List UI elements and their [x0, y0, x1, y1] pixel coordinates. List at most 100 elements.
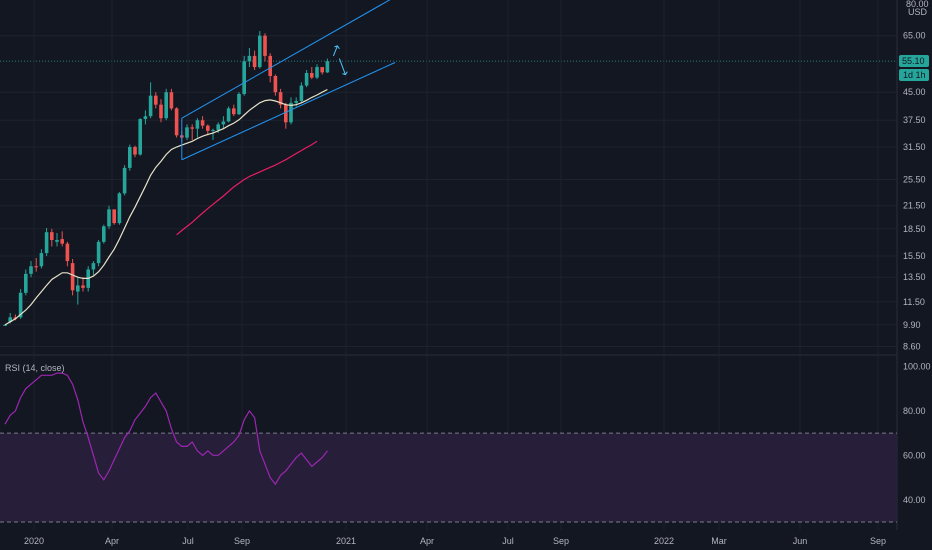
candle-body [128, 147, 132, 168]
candle-body [315, 67, 319, 78]
candle-body [148, 95, 153, 117]
price-badge: 55.10 1d 1h [899, 55, 929, 81]
time-tick-label: Jul [502, 536, 514, 546]
candle-body [8, 317, 12, 322]
candle-body [138, 119, 142, 155]
candle-body [258, 35, 262, 68]
price-badge-bg [899, 55, 929, 67]
candle-body [226, 108, 231, 122]
time-tick-label: 2022 [654, 536, 674, 546]
candle-body [206, 125, 210, 131]
candle-body [55, 240, 59, 242]
candle-body [81, 285, 85, 288]
price-badge-timer-bg [899, 69, 929, 81]
channel-lower-line[interactable] [181, 62, 396, 161]
rsi-line [4, 372, 328, 486]
time-tick-label: Apr [105, 536, 119, 546]
candle-body [185, 127, 189, 138]
price-tick-label: 18.50 [903, 224, 926, 234]
price-tick-label: 13.50 [903, 272, 926, 282]
time-tick-label: Jul [182, 536, 194, 546]
candle-body [284, 104, 288, 123]
candle-body [289, 102, 293, 123]
grid [0, 0, 898, 530]
candle-body [96, 241, 101, 264]
time-tick-label: Sep [234, 536, 250, 546]
candle-body [304, 72, 309, 86]
price-tick-label: 21.50 [903, 201, 926, 211]
time-tick-label: Mar [711, 536, 727, 546]
candle-body [278, 92, 283, 105]
channel-lines [181, 0, 396, 161]
candle-body [107, 209, 111, 227]
candle-body [325, 61, 330, 73]
price-tick-label: 11.50 [903, 297, 925, 307]
price-tick-label: 15.50 [903, 251, 926, 261]
rsi-axis[interactable]: 100.00 80.00 60.00 40.00 [903, 361, 931, 504]
candle-body [242, 61, 246, 94]
candle-body [65, 243, 70, 262]
price-axis[interactable]: 65.00 45.00 37.50 31.50 25.50 21.50 18.50 15.50… [903, 31, 926, 352]
price-tick-label: 25.50 [903, 175, 926, 185]
rsi-tick-label: 80.00 [903, 406, 926, 416]
candle-body [273, 76, 278, 93]
candle-body [252, 55, 257, 68]
channel-upper-line[interactable] [181, 0, 395, 119]
candle-body [133, 147, 137, 155]
time-tick-label: Sep [870, 536, 886, 546]
ma-slow-line [176, 140, 318, 236]
candle-body [174, 108, 179, 136]
time-tick-label: 2021 [336, 536, 356, 546]
candle-body [102, 226, 106, 242]
rsi-tick-label: 60.00 [903, 450, 926, 460]
time-tick-label: Apr [420, 536, 434, 546]
price-tick-label: 65.00 [903, 31, 926, 41]
rsi-tick-label: 100.00 [903, 361, 931, 371]
candle-body [164, 92, 168, 119]
candle-body [237, 93, 241, 115]
candle-body [44, 232, 49, 254]
candle-body [18, 292, 23, 318]
candle-body [159, 104, 163, 119]
candle-body [34, 266, 38, 268]
candle-body [3, 324, 7, 326]
candle-body [299, 85, 304, 102]
candle-body [143, 116, 148, 120]
time-tick-label: 2020 [24, 536, 44, 546]
candle-body [216, 124, 220, 130]
rsi-tick-label: 40.00 [903, 495, 926, 505]
candle-body [232, 108, 236, 115]
candle-body [190, 127, 194, 129]
candle-body [221, 121, 226, 125]
rsi-band [0, 432, 897, 523]
candle-body [122, 167, 127, 194]
time-tick-label: Sep [553, 536, 569, 546]
candle-body [154, 95, 158, 105]
price-tick-label: 45.00 [903, 87, 926, 97]
rsi-band-fill [0, 433, 897, 522]
price-tick-label: 9.90 [903, 320, 921, 330]
candle-body [50, 232, 54, 241]
rsi-title: RSI (14, close) [5, 363, 65, 373]
candle-body [294, 101, 298, 103]
candle-body [29, 266, 33, 274]
corner-top-price: 80.00 [906, 0, 929, 9]
candle-body [39, 253, 44, 267]
price-tick-label: 31.50 [903, 142, 926, 152]
candle-body [211, 129, 215, 131]
candle-body [247, 55, 252, 62]
candle-body [263, 35, 267, 56]
candle-body [117, 193, 122, 224]
candle-body [112, 209, 116, 224]
price-badge-timer: 1d 1h [903, 70, 926, 80]
rsi-lines [4, 372, 328, 486]
arrow-up-icon [332, 45, 340, 57]
candle-body [24, 273, 28, 293]
candle-body [76, 285, 80, 292]
arrow-down-icon [338, 58, 348, 76]
time-axis[interactable]: 2020 Apr Jul Sep 2021 Apr Jul Sep 2022 Mar Jun Sep [24, 536, 886, 546]
candle-body [268, 55, 272, 77]
price-badge-value: 55.10 [902, 56, 925, 66]
candle-body [200, 120, 205, 126]
